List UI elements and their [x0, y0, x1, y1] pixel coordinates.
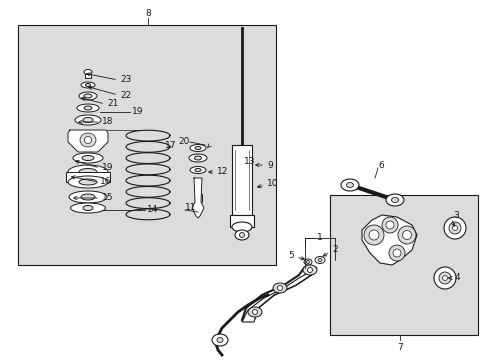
Ellipse shape — [231, 222, 251, 232]
Text: 3: 3 — [452, 211, 458, 220]
Ellipse shape — [195, 168, 201, 171]
Text: 23: 23 — [120, 76, 131, 85]
Ellipse shape — [443, 217, 465, 239]
Polygon shape — [242, 268, 316, 322]
Polygon shape — [68, 130, 108, 152]
Ellipse shape — [306, 261, 309, 264]
Ellipse shape — [235, 230, 248, 240]
Ellipse shape — [84, 94, 92, 98]
Ellipse shape — [68, 165, 108, 179]
Ellipse shape — [84, 106, 92, 110]
Ellipse shape — [83, 117, 93, 122]
Text: 15: 15 — [102, 194, 113, 202]
Text: 6: 6 — [377, 161, 383, 170]
Ellipse shape — [402, 230, 411, 239]
Text: 22: 22 — [120, 90, 131, 99]
Text: 4: 4 — [454, 274, 460, 283]
Text: 20: 20 — [178, 138, 189, 147]
Bar — [195, 178, 201, 194]
Ellipse shape — [304, 259, 311, 265]
Ellipse shape — [381, 217, 397, 233]
Bar — [85, 74, 91, 78]
Text: 18: 18 — [102, 117, 113, 126]
Ellipse shape — [433, 267, 455, 289]
Text: 10: 10 — [266, 179, 278, 188]
Ellipse shape — [317, 258, 321, 261]
Text: 21: 21 — [107, 99, 118, 108]
Text: 12: 12 — [217, 167, 228, 176]
Ellipse shape — [438, 272, 450, 284]
Ellipse shape — [69, 191, 107, 203]
Text: 19: 19 — [102, 163, 113, 172]
Ellipse shape — [239, 233, 244, 238]
Bar — [194, 194, 202, 202]
Polygon shape — [192, 178, 203, 218]
Bar — [18, 25, 275, 265]
Ellipse shape — [79, 179, 97, 185]
Ellipse shape — [307, 267, 312, 273]
Bar — [229, 215, 253, 227]
Ellipse shape — [73, 153, 103, 163]
Ellipse shape — [84, 136, 91, 144]
Text: 7: 7 — [396, 343, 402, 352]
Ellipse shape — [79, 168, 97, 175]
Ellipse shape — [80, 133, 96, 147]
Ellipse shape — [363, 225, 383, 245]
Text: 19: 19 — [132, 108, 143, 117]
Ellipse shape — [190, 144, 205, 152]
Ellipse shape — [340, 179, 358, 191]
Bar — [231, 145, 251, 215]
Ellipse shape — [385, 194, 403, 206]
Text: 1: 1 — [316, 234, 322, 243]
Ellipse shape — [68, 176, 108, 188]
Text: 2: 2 — [331, 246, 337, 255]
Ellipse shape — [252, 310, 257, 315]
Ellipse shape — [212, 334, 227, 346]
Ellipse shape — [190, 166, 205, 174]
Ellipse shape — [189, 154, 206, 162]
Bar — [329, 195, 477, 335]
Ellipse shape — [194, 156, 201, 160]
Ellipse shape — [79, 92, 97, 100]
Text: 8: 8 — [145, 9, 151, 18]
Ellipse shape — [451, 225, 457, 230]
Ellipse shape — [82, 156, 94, 161]
Text: 13: 13 — [244, 158, 255, 166]
Ellipse shape — [388, 245, 404, 261]
Ellipse shape — [272, 283, 286, 293]
Ellipse shape — [385, 221, 393, 229]
Text: 14: 14 — [147, 206, 158, 215]
Ellipse shape — [85, 84, 90, 86]
Ellipse shape — [83, 206, 93, 211]
Ellipse shape — [81, 82, 95, 88]
Text: 16: 16 — [100, 177, 111, 186]
Ellipse shape — [391, 198, 398, 202]
Ellipse shape — [84, 69, 92, 75]
Ellipse shape — [368, 230, 378, 240]
Ellipse shape — [75, 115, 101, 125]
Ellipse shape — [448, 222, 460, 234]
Ellipse shape — [247, 307, 262, 317]
Ellipse shape — [217, 338, 223, 342]
Text: 17: 17 — [164, 140, 176, 149]
Ellipse shape — [314, 256, 325, 264]
Ellipse shape — [397, 226, 415, 244]
Ellipse shape — [195, 147, 201, 149]
Bar — [195, 202, 201, 210]
Ellipse shape — [392, 249, 400, 257]
Ellipse shape — [77, 104, 99, 112]
Text: 5: 5 — [287, 251, 293, 260]
Bar — [66, 172, 110, 182]
Text: 9: 9 — [266, 161, 272, 170]
Ellipse shape — [346, 183, 353, 188]
Ellipse shape — [70, 203, 105, 213]
Ellipse shape — [442, 275, 447, 280]
Ellipse shape — [303, 265, 316, 275]
Ellipse shape — [277, 285, 282, 291]
Polygon shape — [361, 215, 416, 265]
Text: 11: 11 — [184, 202, 196, 211]
Ellipse shape — [81, 194, 95, 200]
